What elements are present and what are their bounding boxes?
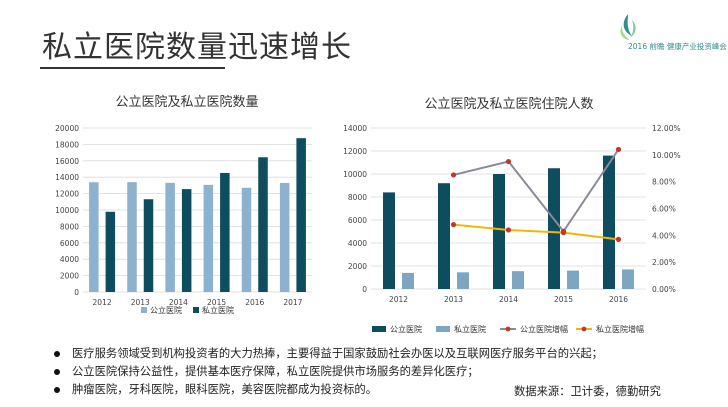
y-tick-label: 4000 (60, 255, 79, 264)
growth-point (560, 230, 567, 236)
x-tick-label: 2012 (389, 295, 408, 304)
y2-tick-label: 10.00% (652, 151, 681, 160)
y-tick-label: 8000 (348, 193, 367, 202)
x-tick-label: 2013 (131, 298, 150, 307)
bar-public (241, 187, 252, 292)
legend-label: 公立医院 (390, 324, 422, 334)
y-tick-label: 20000 (55, 124, 79, 133)
growth-point (450, 172, 457, 178)
bullet-item: 医疗服务领域受到机构投资者的大力热捧，主要得益于国家鼓励社会办医以及互联网医疗服… (54, 345, 714, 363)
x-tick-label: 2016 (609, 295, 628, 304)
y-tick-label: 14000 (55, 173, 79, 182)
bar-private (296, 138, 306, 292)
legend-swatch (141, 307, 147, 313)
bar-public (127, 182, 137, 292)
y-tick-label: 18000 (55, 140, 79, 149)
summit-logo-icon (620, 14, 636, 40)
growth-point (505, 227, 512, 233)
growth-point (450, 222, 457, 228)
y2-tick-label: 0.00% (652, 285, 676, 294)
bullet-list: 医疗服务领域受到机构投资者的大力热捧，主要得益于国家鼓励社会办医以及互联网医疗服… (54, 345, 714, 399)
growth-line-private (453, 223, 619, 241)
legend-swatch (193, 307, 199, 313)
bar-public (493, 174, 505, 289)
y-tick-label: 2000 (60, 272, 79, 281)
y-tick-label: 14000 (343, 124, 367, 133)
bar-public (279, 182, 290, 292)
y-tick-label: 12000 (343, 147, 367, 156)
growth-point (615, 146, 622, 153)
legend-label: 公立医院 (150, 305, 182, 315)
x-tick-label: 2013 (444, 295, 463, 304)
legend-marker (581, 326, 587, 332)
bar-private (402, 272, 414, 289)
bar-private (143, 199, 154, 292)
legend-marker (505, 326, 511, 332)
y-tick-label: 16000 (55, 157, 79, 166)
bar-public (89, 182, 99, 292)
y-tick-label: 2000 (348, 262, 367, 271)
y-tick-label: 0 (362, 285, 367, 294)
legend-swatch (436, 326, 450, 332)
x-tick-label: 2014 (169, 298, 188, 307)
x-tick-label: 2012 (93, 298, 112, 307)
data-source: 数据来源：卫计委，德勤研究 (514, 385, 661, 398)
y-tick-label: 8000 (60, 222, 79, 231)
y-tick-label: 6000 (348, 216, 367, 225)
x-tick-label: 2017 (283, 298, 302, 307)
growth-point (505, 158, 512, 165)
chart-title: 公立医院及私立医院数量 (115, 95, 258, 110)
bar-public (603, 155, 615, 289)
logo-wordmark: 2016 前瞻 健康产业投资峰会 (628, 42, 727, 51)
y-tick-label: 4000 (348, 239, 367, 248)
slide-title: 私立医院数量迅速增长 (42, 30, 352, 65)
y-tick-label: 10000 (343, 170, 367, 179)
y2-tick-label: 4.00% (652, 231, 676, 240)
bar-private (512, 271, 524, 289)
growth-point (615, 236, 622, 242)
legend-label: 公立医院增幅 (520, 324, 568, 334)
bar-public (548, 168, 560, 289)
growth-line-public (453, 148, 620, 234)
y2-tick-label: 12.00% (652, 124, 681, 133)
legend-label: 私立医院 (202, 305, 234, 315)
bullet-item: 公立医院保持公益性，提供基本医疗保障，私立医院提供市场服务的差异化医疗； (54, 363, 714, 381)
y-tick-label: 6000 (60, 239, 79, 248)
bar-public (165, 182, 175, 292)
y2-tick-label: 2.00% (652, 258, 676, 267)
bar-private (567, 270, 579, 289)
bar-public (438, 183, 450, 289)
y-tick-label: 12000 (55, 190, 79, 199)
bar-private (457, 272, 469, 289)
bar-private (181, 189, 192, 292)
legend-label: 私立医院 (454, 324, 486, 334)
bar-private (105, 211, 116, 292)
chart-title: 公立医院及私立医院住院人数 (424, 97, 593, 112)
legend-label: 私立医院增幅 (596, 324, 644, 334)
bar-private (220, 172, 230, 292)
title-underline (40, 67, 225, 69)
y-tick-label: 0 (74, 288, 79, 297)
x-tick-label: 2015 (207, 298, 226, 307)
x-tick-label: 2015 (554, 295, 573, 304)
bar-public (383, 192, 395, 289)
y-tick-label: 10000 (55, 206, 79, 215)
y2-tick-label: 8.00% (652, 178, 676, 187)
legend-swatch (372, 326, 386, 332)
bar-private (622, 269, 634, 289)
bullet-item: 肿瘤医院，牙科医院，眼科医院，美容医院都成为投资标的。 (54, 381, 714, 399)
x-tick-label: 2014 (499, 295, 518, 304)
x-tick-label: 2016 (245, 298, 264, 307)
bar-private (258, 157, 268, 292)
bar-public (203, 184, 214, 292)
y2-tick-label: 6.00% (652, 205, 676, 214)
